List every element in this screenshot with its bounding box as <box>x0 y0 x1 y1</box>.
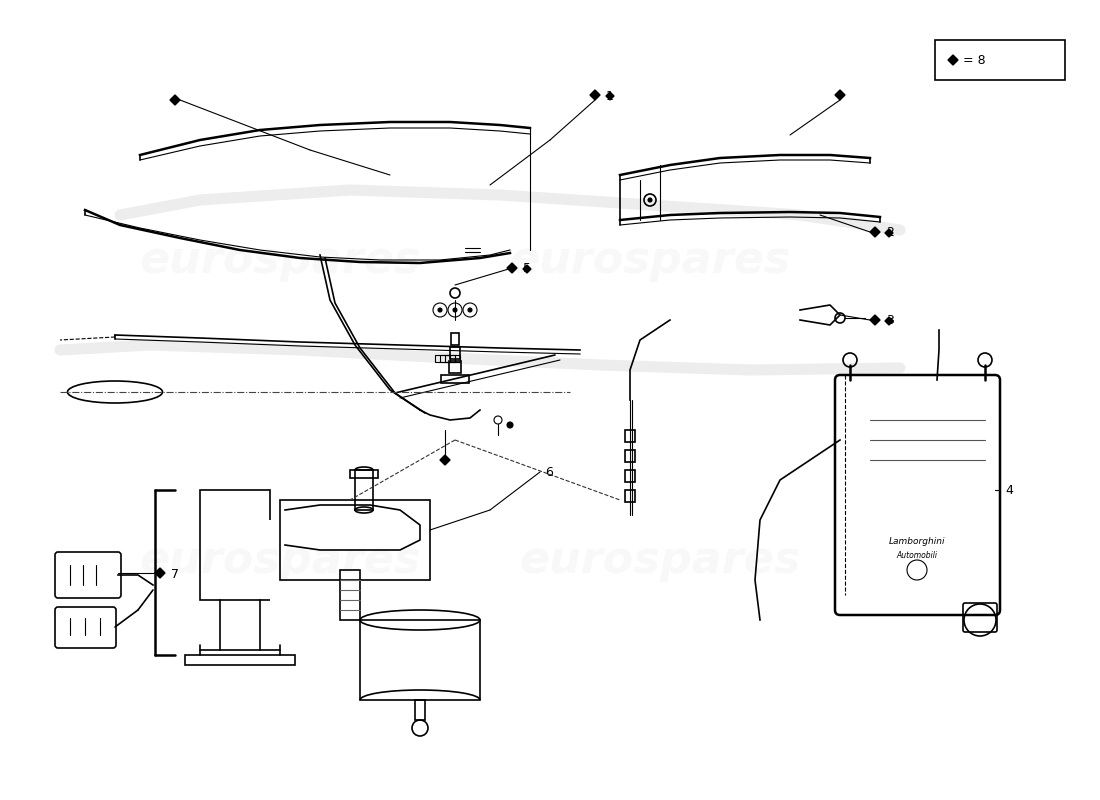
Text: eurospares: eurospares <box>140 538 420 582</box>
Bar <box>451 333 459 345</box>
Polygon shape <box>870 315 880 325</box>
Polygon shape <box>440 455 450 465</box>
Text: 4: 4 <box>1005 483 1013 497</box>
Text: 5: 5 <box>522 262 531 275</box>
Bar <box>625 430 635 442</box>
Polygon shape <box>886 229 893 237</box>
Circle shape <box>438 308 442 312</box>
Circle shape <box>507 422 513 428</box>
Polygon shape <box>507 263 517 273</box>
Bar <box>434 355 450 362</box>
Polygon shape <box>606 92 614 100</box>
Polygon shape <box>948 55 958 65</box>
Bar <box>625 470 635 482</box>
Bar <box>355 470 373 510</box>
Text: eurospares: eurospares <box>509 238 791 282</box>
Bar <box>446 355 460 362</box>
Text: 7: 7 <box>170 567 179 581</box>
Text: = 8: = 8 <box>962 54 986 66</box>
Bar <box>935 40 1065 80</box>
Bar <box>450 347 460 359</box>
Text: 2: 2 <box>886 226 894 239</box>
Circle shape <box>453 308 456 312</box>
Bar <box>625 450 635 462</box>
Polygon shape <box>155 568 165 578</box>
Bar <box>625 490 635 502</box>
Polygon shape <box>170 95 180 105</box>
Text: 3: 3 <box>886 314 894 327</box>
Polygon shape <box>886 317 893 325</box>
Polygon shape <box>870 227 880 237</box>
Circle shape <box>468 308 472 312</box>
Text: 6: 6 <box>544 466 553 478</box>
Polygon shape <box>835 90 845 100</box>
Text: Automobili: Automobili <box>896 550 937 559</box>
Bar <box>449 361 461 373</box>
Text: Lamborghini: Lamborghini <box>889 538 945 546</box>
Circle shape <box>648 198 652 202</box>
Text: eurospares: eurospares <box>519 538 801 582</box>
Text: 1: 1 <box>606 90 614 102</box>
Polygon shape <box>590 90 600 100</box>
Bar <box>440 355 455 362</box>
Polygon shape <box>522 265 531 273</box>
Text: eurospares: eurospares <box>140 238 420 282</box>
